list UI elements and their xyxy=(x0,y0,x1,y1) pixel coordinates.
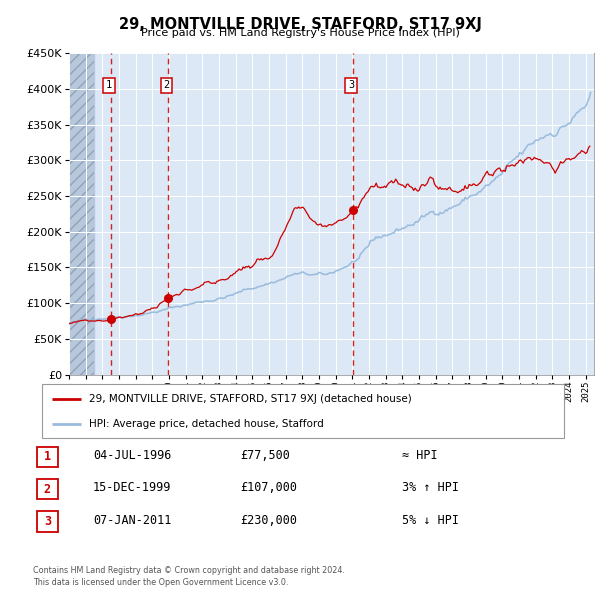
Text: 29, MONTVILLE DRIVE, STAFFORD, ST17 9XJ: 29, MONTVILLE DRIVE, STAFFORD, ST17 9XJ xyxy=(119,17,481,31)
FancyBboxPatch shape xyxy=(42,384,564,438)
Text: 5% ↓ HPI: 5% ↓ HPI xyxy=(402,514,459,527)
Text: Price paid vs. HM Land Registry's House Price Index (HPI): Price paid vs. HM Land Registry's House … xyxy=(140,28,460,38)
Text: 3: 3 xyxy=(44,515,51,528)
Text: £107,000: £107,000 xyxy=(240,481,297,494)
Text: 1: 1 xyxy=(44,450,51,463)
Bar xyxy=(69,53,94,375)
Text: 3% ↑ HPI: 3% ↑ HPI xyxy=(402,481,459,494)
FancyBboxPatch shape xyxy=(37,479,58,499)
Text: 15-DEC-1999: 15-DEC-1999 xyxy=(93,481,172,494)
Text: 2: 2 xyxy=(44,483,51,496)
Bar xyxy=(69,53,94,375)
Text: 2: 2 xyxy=(164,80,170,90)
Text: £77,500: £77,500 xyxy=(240,449,290,462)
Text: 04-JUL-1996: 04-JUL-1996 xyxy=(93,449,172,462)
FancyBboxPatch shape xyxy=(37,447,58,467)
Text: HPI: Average price, detached house, Stafford: HPI: Average price, detached house, Staf… xyxy=(89,419,324,429)
Text: 07-JAN-2011: 07-JAN-2011 xyxy=(93,514,172,527)
Text: ≈ HPI: ≈ HPI xyxy=(402,449,437,462)
Text: £230,000: £230,000 xyxy=(240,514,297,527)
Text: 29, MONTVILLE DRIVE, STAFFORD, ST17 9XJ (detached house): 29, MONTVILLE DRIVE, STAFFORD, ST17 9XJ … xyxy=(89,394,412,404)
FancyBboxPatch shape xyxy=(37,512,58,532)
Text: 1: 1 xyxy=(106,80,112,90)
Text: Contains HM Land Registry data © Crown copyright and database right 2024.
This d: Contains HM Land Registry data © Crown c… xyxy=(33,566,345,587)
Text: 3: 3 xyxy=(348,80,354,90)
